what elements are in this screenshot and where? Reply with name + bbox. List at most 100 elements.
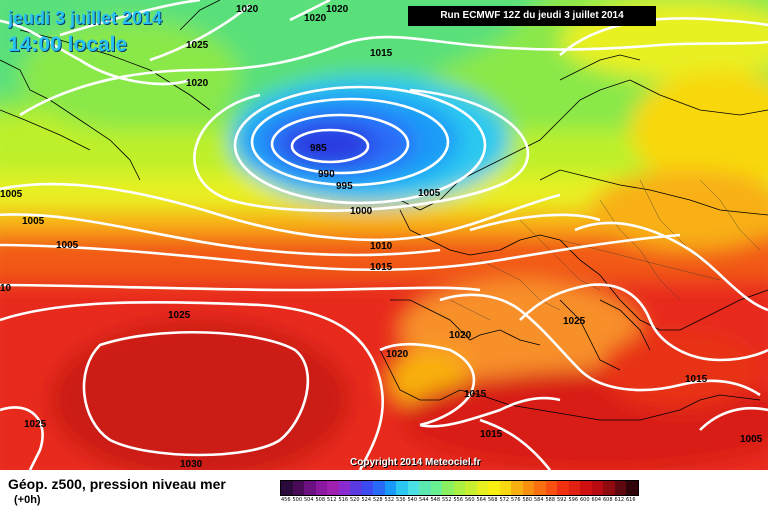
color-scale-tick: 544: [418, 497, 429, 503]
isobar-1005-c: 1005: [56, 240, 79, 251]
color-scale: [280, 480, 639, 496]
color-swatch: [614, 481, 626, 495]
color-swatch: [327, 481, 339, 495]
color-scale-tick: 528: [372, 497, 383, 503]
color-swatch: [396, 481, 408, 495]
color-scale-tick: 596: [568, 497, 579, 503]
run-info-box: Run ECMWF 12Z du jeudi 3 juillet 2014: [408, 6, 656, 26]
isobar-1020-f: 1020: [386, 349, 409, 360]
isobar-1020-b: 1020: [304, 13, 327, 24]
color-swatch: [407, 481, 419, 495]
color-swatch: [591, 481, 603, 495]
color-scale-tick: 552: [441, 497, 452, 503]
color-scale-tick: 540: [407, 497, 418, 503]
isobar-995: 995: [336, 181, 353, 192]
color-scale-tick: 564: [476, 497, 487, 503]
isobar-990: 990: [318, 169, 335, 180]
color-swatch: [304, 481, 316, 495]
color-scale-tick: 608: [602, 497, 613, 503]
isobar-1010-b: 10: [0, 283, 12, 294]
color-scale-tick: 592: [556, 497, 567, 503]
color-swatch: [499, 481, 511, 495]
isobar-1020-c: 1020: [326, 4, 349, 15]
color-scale-tick: 532: [384, 497, 395, 503]
isobar-985: 985: [310, 143, 327, 154]
color-swatch: [281, 481, 293, 495]
color-scale-tick: 584: [533, 497, 544, 503]
color-scale-tick: 548: [430, 497, 441, 503]
isobar-1025-c: 1025: [563, 316, 586, 327]
color-swatch: [545, 481, 557, 495]
color-swatch: [522, 481, 534, 495]
color-swatch: [442, 481, 454, 495]
color-scale-tick: 604: [591, 497, 602, 503]
color-scale-tick: 568: [487, 497, 498, 503]
isobar-1030: 1030: [180, 459, 203, 470]
isobar-1005-a: 1005: [0, 189, 23, 200]
isobar-1005-b: 1005: [22, 216, 45, 227]
coastlines: [0, 0, 768, 421]
color-scale-tick: 588: [545, 497, 556, 503]
color-swatch: [534, 481, 546, 495]
copyright: Copyright 2014 Meteociel.fr: [350, 457, 481, 468]
geopotential-field: [0, 0, 768, 470]
color-swatch: [511, 481, 523, 495]
color-scale-ticks: 456 500 504 508 512 516 520 524 528 532 536 540 544 5…: [280, 497, 637, 503]
color-swatch: [603, 481, 615, 495]
color-swatch: [292, 481, 304, 495]
color-swatch: [338, 481, 350, 495]
color-swatch: [384, 481, 396, 495]
isobar-1025-a: 1025: [186, 40, 209, 51]
isobars: [0, 0, 768, 470]
color-scale-tick: 600: [579, 497, 590, 503]
isobar-1015-e: 1015: [685, 374, 708, 385]
isobar-1000: 1000: [350, 206, 373, 217]
legend-title: Géop. z500, pression niveau mer: [8, 476, 226, 492]
color-scale-tick: 612: [614, 497, 625, 503]
isobar-1010-a: 1010: [370, 241, 393, 252]
color-swatch: [557, 481, 569, 495]
color-scale-tick: 516: [338, 497, 349, 503]
map-local-time: 14:00 locale: [8, 33, 128, 56]
color-swatch: [476, 481, 488, 495]
isobar-1005-d: 1005: [418, 188, 441, 199]
isobar-labels: 1020 1020 1020 1025 1020 1015 985 990 99…: [0, 4, 763, 470]
color-scale-tick: 508: [315, 497, 326, 503]
legend-subtitle: (+0h): [14, 494, 41, 506]
color-swatch: [315, 481, 327, 495]
color-swatch: [430, 481, 442, 495]
isobar-1015-b: 1015: [370, 262, 393, 273]
color-scale-tick: 504: [303, 497, 314, 503]
color-swatch: [361, 481, 373, 495]
color-scale-tick: 524: [361, 497, 372, 503]
color-scale-tick: 572: [499, 497, 510, 503]
color-scale-tick: 556: [453, 497, 464, 503]
color-scale-tick: 560: [464, 497, 475, 503]
color-swatch: [419, 481, 431, 495]
isobar-1020-d: 1020: [186, 78, 209, 89]
color-scale-tick: 580: [522, 497, 533, 503]
color-scale-tick: 520: [349, 497, 360, 503]
isobar-1020-a: 1020: [236, 4, 259, 15]
isobar-1025-d: 1025: [24, 419, 47, 430]
color-swatch: [568, 481, 580, 495]
color-swatch: [580, 481, 592, 495]
color-swatch: [373, 481, 385, 495]
color-swatch: [453, 481, 465, 495]
weather-map: 1020 1020 1020 1025 1020 1015 985 990 99…: [0, 0, 768, 470]
isobar-1025-b: 1025: [168, 310, 191, 321]
color-scale-tick: 512: [326, 497, 337, 503]
color-swatch: [626, 481, 638, 495]
isobar-1020-e: 1020: [449, 330, 472, 341]
color-swatch: [465, 481, 477, 495]
map-date: jeudi 3 juillet 2014: [8, 8, 163, 28]
isobar-1015-d: 1015: [480, 429, 503, 440]
color-scale-tick: 456: [280, 497, 291, 503]
color-scale-tick: 500: [292, 497, 303, 503]
isobar-1015-c: 1015: [464, 389, 487, 400]
isobar-1015-a: 1015: [370, 48, 393, 59]
color-scale-tick: 616: [625, 497, 636, 503]
isobar-1005-e: 1005: [740, 434, 763, 445]
color-scale-tick: 576: [510, 497, 521, 503]
color-swatch: [350, 481, 362, 495]
